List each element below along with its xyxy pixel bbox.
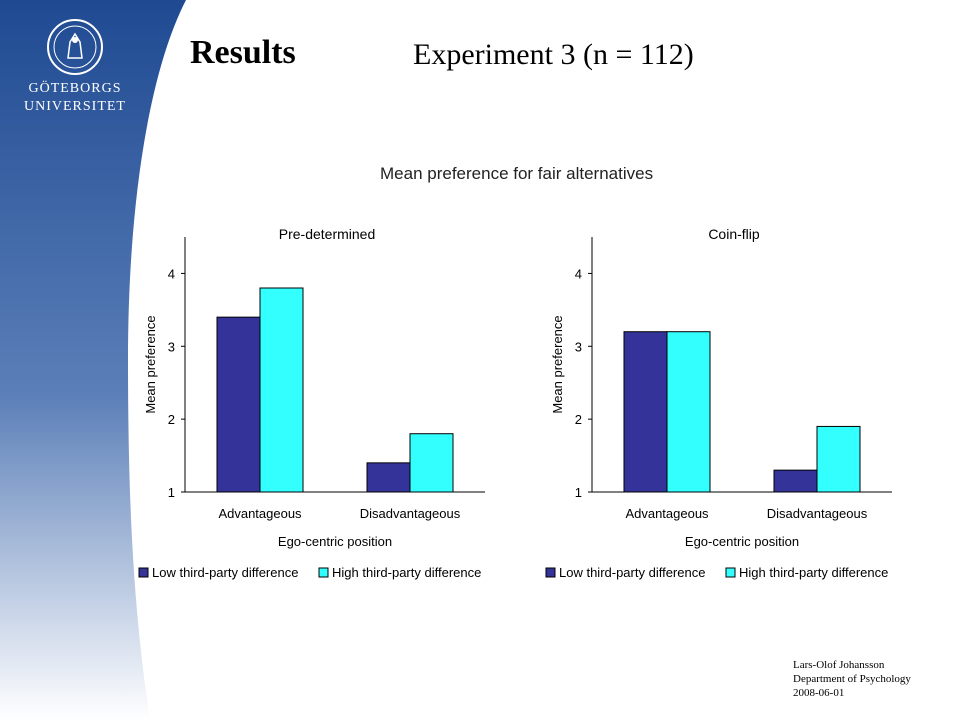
x-tick-label: Advantageous	[218, 506, 302, 521]
legend-swatch	[138, 567, 149, 578]
logo-line-1: GÖTEBORGS	[28, 81, 122, 96]
sidebar-shape	[0, 0, 186, 720]
chart-coin-flip: Coin-flip 1 2 3 4 Mean preference Advantageous…	[545, 226, 892, 580]
bar	[623, 331, 668, 493]
logo-line-2: UNIVERSITET	[24, 99, 126, 114]
bar	[816, 425, 861, 493]
y-tick-label: 4	[168, 266, 175, 281]
bar	[216, 316, 261, 493]
bar	[259, 287, 304, 493]
legend-swatch	[725, 567, 736, 578]
x-tick-label: Disadvantageous	[360, 506, 461, 521]
legend-label: High third-party difference	[739, 565, 888, 580]
legend-swatch	[545, 567, 556, 578]
y-axis-title: Mean preference	[550, 315, 565, 413]
legend-label: High third-party difference	[332, 565, 481, 580]
y-tick-label: 2	[575, 412, 582, 427]
footer: Lars-Olof Johansson Department of Psycho…	[793, 658, 911, 700]
chart-title: Pre-determined	[279, 226, 376, 242]
x-tick-label: Disadvantageous	[767, 506, 868, 521]
footer-name: Lars-Olof Johansson	[793, 659, 885, 671]
chart-main-title: Mean preference for fair alternatives	[380, 164, 654, 183]
legend-swatch	[318, 567, 329, 578]
y-tick-label: 1	[575, 485, 582, 500]
legend-label: Low third-party difference	[152, 565, 298, 580]
y-tick-label: 3	[168, 339, 175, 354]
y-axis-title: Mean preference	[143, 315, 158, 413]
bar	[409, 433, 454, 493]
chart-title: Coin-flip	[708, 226, 760, 242]
x-axis-title: Ego-centric position	[278, 534, 392, 549]
legend-label: Low third-party difference	[559, 565, 705, 580]
slide-title: Results	[190, 34, 296, 71]
chart-pre-determined: Pre-determined 1 2 3 4 Mean preference Advanta…	[138, 226, 485, 580]
x-tick-label: Advantageous	[625, 506, 709, 521]
y-tick-label: 1	[168, 485, 175, 500]
y-tick-label: 3	[575, 339, 582, 354]
slide-subtitle: Experiment 3 (n = 112)	[413, 38, 694, 71]
y-tick-label: 4	[575, 266, 582, 281]
y-tick-label: 2	[168, 412, 175, 427]
university-seal-icon	[47, 19, 103, 75]
university-logo: GÖTEBORGS UNIVERSITET	[20, 18, 130, 116]
footer-department: Department of Psychology	[793, 673, 911, 685]
bar	[773, 469, 818, 493]
x-axis-title: Ego-centric position	[685, 534, 799, 549]
footer-date: 2008-06-01	[793, 687, 845, 699]
bar	[366, 462, 411, 493]
bar	[666, 331, 711, 493]
